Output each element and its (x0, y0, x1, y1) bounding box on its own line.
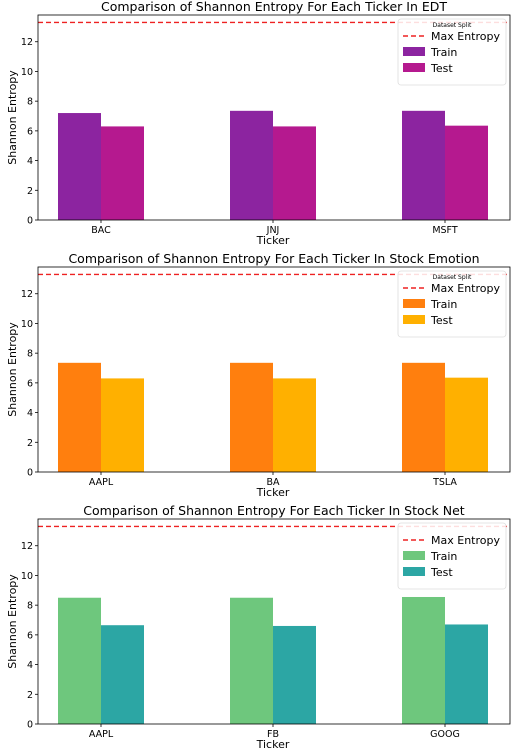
x-tick-label-bac: BAC (91, 225, 111, 236)
legend-title: Dataset Split (433, 274, 472, 281)
bar-train-jnj (230, 110, 273, 220)
legend-swatch-test (403, 315, 425, 324)
bar-train-aapl (58, 362, 101, 472)
chart-title: Comparison of Shannon Entropy For Each T… (83, 503, 464, 518)
y-tick-label: 8 (27, 97, 33, 108)
legend-swatch-train (403, 299, 425, 308)
bar-test-fb (273, 625, 316, 724)
legend-swatch-train (403, 47, 425, 56)
y-axis-label: Shannon Entropy (6, 70, 19, 165)
y-tick-label: 0 (27, 216, 33, 227)
y-tick-label: 6 (27, 378, 33, 389)
y-tick-label: 8 (27, 601, 33, 612)
y-tick-label: 10 (21, 571, 33, 582)
legend-title: Dataset Split (433, 22, 472, 29)
y-tick-label: 10 (21, 67, 33, 78)
x-tick-label-jnj: JNJ (266, 225, 280, 236)
bar-test-aapl (101, 378, 144, 472)
x-tick-label-ba: BA (266, 477, 280, 488)
chart-title: Comparison of Shannon Entropy For Each T… (101, 0, 447, 14)
x-axis-label: Ticker (256, 234, 290, 247)
legend-label-max-entropy: Max Entropy (431, 534, 500, 547)
bar-train-bac (58, 113, 101, 220)
bar-test-msft (445, 125, 488, 220)
legend-swatch-test (403, 63, 425, 72)
legend-label-max-entropy: Max Entropy (431, 282, 500, 295)
y-tick-label: 10 (21, 319, 33, 330)
bar-test-bac (101, 126, 144, 220)
y-tick-label: 2 (27, 438, 33, 449)
chart-panel-3: Comparison of Shannon Entropy For Each T… (6, 503, 511, 751)
plot-frame (37, 266, 511, 473)
y-tick-label: 4 (27, 156, 33, 167)
y-tick-label: 4 (27, 408, 33, 419)
chart-panel-2: Comparison of Shannon Entropy For Each T… (6, 251, 511, 499)
legend-label-train: Train (430, 550, 457, 563)
y-tick-label: 8 (27, 349, 33, 360)
plot-frame (37, 14, 511, 221)
chart-title: Comparison of Shannon Entropy For Each T… (68, 251, 479, 266)
legend-swatch-train (403, 551, 425, 560)
plot-frame (37, 518, 511, 725)
legend: Max Entropy Train Test (397, 522, 507, 590)
bar-train-msft (402, 110, 445, 220)
legend-label-train: Train (430, 298, 457, 311)
y-tick-label: 12 (21, 37, 33, 48)
legend-label-test: Test (430, 314, 453, 327)
x-tick-label-goog: GOOG (430, 729, 460, 740)
bar-test-jnj (273, 126, 316, 220)
x-tick-label-fb: FB (267, 729, 279, 740)
bar-train-fb (230, 597, 273, 724)
x-axis-label: Ticker (256, 738, 290, 751)
legend-label-train: Train (430, 46, 457, 59)
x-tick-label-aapl: AAPL (89, 729, 114, 740)
legend-swatch-test (403, 567, 425, 576)
y-tick-label: 12 (21, 541, 33, 552)
y-tick-label: 2 (27, 186, 33, 197)
x-tick-label-tsla: TSLA (432, 477, 457, 488)
bar-test-goog (445, 624, 488, 724)
bar-train-aapl (58, 597, 101, 724)
bar-train-tsla (402, 362, 445, 472)
y-tick-label: 2 (27, 690, 33, 701)
y-tick-label: 0 (27, 720, 33, 731)
y-tick-label: 6 (27, 126, 33, 137)
legend-label-max-entropy: Max Entropy (431, 30, 500, 43)
bar-test-aapl (101, 625, 144, 724)
bar-test-ba (273, 378, 316, 472)
y-tick-label: 0 (27, 468, 33, 479)
y-tick-label: 12 (21, 289, 33, 300)
y-axis-label: Shannon Entropy (6, 322, 19, 417)
x-axis-label: Ticker (256, 486, 290, 499)
y-axis-label: Shannon Entropy (6, 574, 19, 669)
legend-label-test: Test (430, 62, 453, 75)
legend-label-test: Test (430, 566, 453, 579)
bar-train-goog (402, 596, 445, 724)
bar-train-ba (230, 362, 273, 472)
y-tick-label: 4 (27, 660, 33, 671)
x-tick-label-aapl: AAPL (89, 477, 114, 488)
chart-panel-1: Comparison of Shannon Entropy For Each T… (6, 0, 511, 247)
x-tick-label-msft: MSFT (432, 225, 458, 236)
y-tick-label: 6 (27, 630, 33, 641)
bar-test-tsla (445, 377, 488, 472)
